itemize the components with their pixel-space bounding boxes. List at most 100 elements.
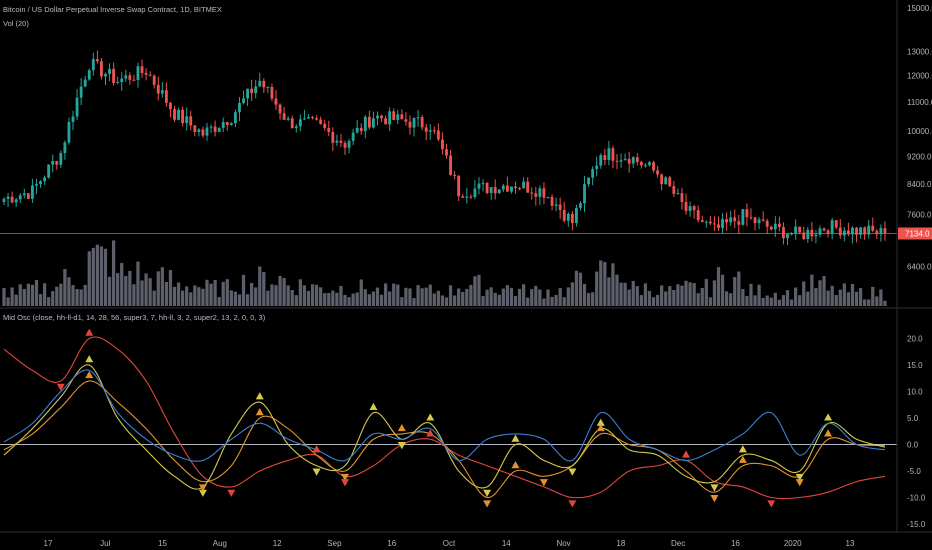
volume-bar: [452, 295, 457, 306]
candle-body: [708, 221, 712, 224]
candle-body: [530, 192, 534, 194]
sell-signal-triangle: [767, 500, 776, 508]
candle-body: [404, 119, 408, 122]
candle-body: [729, 217, 733, 223]
volume-bar: [298, 279, 302, 306]
candle-body: [859, 227, 863, 235]
volume-bar: [209, 283, 213, 306]
candle-body: [315, 118, 319, 120]
candle-body: [554, 204, 558, 206]
candle-body: [619, 160, 623, 162]
volume-bar: [189, 292, 193, 306]
candle-body: [185, 116, 189, 124]
volume-bar: [696, 293, 700, 306]
time-tick-label: 16: [387, 539, 396, 548]
buy-signal-triangle: [682, 450, 691, 458]
volume-bar: [30, 284, 35, 306]
candle-body: [156, 84, 160, 94]
volume-bar: [785, 290, 790, 306]
candle-body: [489, 187, 493, 193]
candle-body: [579, 203, 582, 208]
candle-body: [830, 220, 834, 234]
volume-bar: [753, 295, 757, 306]
volume-bar: [651, 297, 656, 306]
volume-bar: [635, 286, 639, 306]
volume-bar: [465, 288, 469, 306]
candle-body: [595, 165, 599, 170]
volume-bar: [530, 289, 534, 306]
volume-bar: [497, 294, 501, 306]
volume-bar: [278, 275, 282, 306]
buy-signal-triangle: [596, 423, 605, 432]
volume-bar: [262, 271, 266, 306]
candle-body: [221, 121, 225, 128]
volume-bar: [798, 295, 802, 306]
candle-body: [648, 162, 651, 166]
sell-signal-triangle: [795, 473, 804, 482]
candle-body: [501, 185, 505, 190]
candle-body: [717, 224, 720, 228]
buy-signal-triangle: [85, 370, 94, 379]
candle-body: [603, 155, 607, 160]
volume-bar: [692, 283, 696, 306]
candle-body: [806, 229, 810, 240]
candle-body: [591, 169, 595, 178]
osc-tick-label: 5.0: [907, 414, 919, 423]
candle-body: [851, 227, 854, 235]
volume-bar: [704, 278, 708, 306]
volume-bar: [237, 294, 242, 306]
candle-body: [477, 183, 481, 189]
candle-body: [343, 142, 347, 148]
price-pane[interactable]: [0, 50, 897, 245]
volume-bar: [680, 285, 684, 306]
volume-bar: [457, 288, 461, 306]
candle-body: [51, 161, 55, 165]
volume-bar: [761, 297, 765, 306]
candle-body: [47, 164, 51, 178]
volume-bar: [103, 248, 108, 306]
volume-bar: [412, 298, 416, 306]
candle-body: [558, 204, 562, 210]
candle-body: [704, 221, 708, 223]
candle-body: [782, 227, 785, 239]
volume-bar: [846, 292, 851, 306]
volume-bar: [6, 297, 10, 306]
volume-bar: [164, 281, 169, 306]
candle-body: [319, 119, 323, 124]
candle-body: [83, 79, 87, 87]
volume-bar: [225, 279, 229, 306]
volume-bar: [603, 262, 607, 306]
candle-body: [347, 140, 351, 148]
volume-bar: [18, 284, 22, 306]
candle-body: [863, 227, 867, 235]
buy-signal-triangle: [85, 328, 94, 336]
candle-body: [55, 161, 59, 165]
volume-bar: [428, 284, 432, 306]
candle-body: [152, 75, 156, 85]
oscillator-pane[interactable]: [0, 328, 897, 508]
candle-body: [879, 228, 883, 235]
candle-body: [790, 233, 793, 235]
candle-body: [676, 193, 680, 195]
volume-bar: [302, 285, 307, 306]
volume-bar: [355, 292, 359, 306]
volume-bar: [233, 291, 238, 306]
candle-body: [615, 160, 619, 162]
volume-pane: [2, 240, 887, 306]
volume-bar: [416, 285, 420, 306]
volume-bar: [708, 297, 712, 306]
candle-body: [550, 196, 554, 206]
volume-bar: [241, 274, 246, 306]
candle-body: [323, 123, 327, 129]
volume-bar: [132, 284, 136, 306]
volume-bar: [270, 284, 274, 306]
volume-bar: [343, 294, 347, 306]
volume-bar: [55, 286, 59, 306]
volume-bar: [201, 288, 205, 306]
candle-body: [485, 182, 489, 193]
volume-bar: [867, 299, 871, 306]
volume-bar: [327, 292, 331, 306]
candle-body: [35, 184, 38, 186]
candle-body: [818, 228, 822, 235]
